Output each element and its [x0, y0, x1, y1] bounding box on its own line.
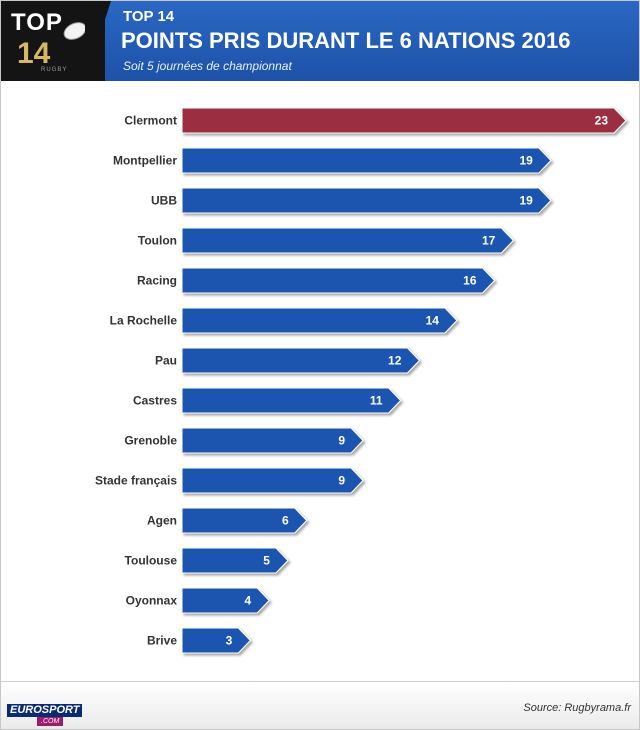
page-title: POINTS PRIS DURANT LE 6 NATIONS 2016 [121, 28, 571, 53]
bar-row: Agen 6 [147, 507, 308, 534]
bar-row: Castres 11 [133, 387, 402, 414]
bar [181, 107, 627, 134]
category-label: Toulon [138, 234, 177, 248]
category-label: Castres [133, 394, 177, 408]
bar [181, 187, 552, 214]
bar-row: Toulouse 5 [125, 547, 289, 574]
value-label: 14 [426, 314, 440, 328]
bar [181, 347, 421, 374]
category-label: Toulouse [125, 554, 178, 568]
bar-row: Grenoble 9 [124, 427, 364, 454]
logo-top-text: TOP [11, 9, 63, 36]
bar [181, 587, 270, 614]
bar [181, 267, 496, 294]
value-label: 3 [226, 634, 233, 648]
category-label: Agen [147, 514, 177, 528]
category-label: Stade français [95, 474, 177, 488]
bar [181, 627, 252, 654]
bar-row: Brive 3 [147, 627, 252, 654]
bars-group: Clermont 23 Montpellier 19 UBB 19 Toulon 17 Raci… [95, 107, 627, 654]
bar-row: Racing 16 [137, 267, 496, 294]
value-label: 5 [263, 554, 270, 568]
logo-number-text: 14 [17, 37, 51, 70]
value-label: 17 [482, 234, 496, 248]
logo-sub-text: RUGBY [41, 67, 68, 73]
value-label: 16 [463, 274, 477, 288]
value-label: 4 [244, 594, 251, 608]
header-kicker: TOP 14 [123, 8, 175, 25]
category-label: UBB [151, 194, 177, 208]
header-banner: TOP 14 RUGBY TOP 14 POINTS PRIS DURANT L… [1, 1, 639, 81]
bar [181, 507, 308, 534]
value-label: 9 [338, 434, 345, 448]
footer: EUROSPORT .COM Source: Rugbyrama.fr [1, 681, 639, 729]
category-label: Oyonnax [126, 594, 178, 608]
eurosport-brand-text: EUROSPORT [7, 704, 83, 717]
category-label: La Rochelle [110, 314, 178, 328]
eurosport-logo: EUROSPORT .COM [7, 704, 83, 726]
eurosport-com-text: .COM [37, 717, 64, 726]
category-label: Pau [155, 354, 177, 368]
bar [181, 547, 289, 574]
bar [181, 227, 514, 254]
value-label: 19 [520, 194, 534, 208]
bar [181, 387, 402, 414]
bar-row: Pau 12 [155, 347, 421, 374]
value-label: 23 [595, 114, 609, 128]
value-label: 19 [520, 154, 534, 168]
category-label: Montpellier [113, 154, 177, 168]
value-label: 12 [388, 354, 402, 368]
category-label: Racing [137, 274, 177, 288]
category-label: Brive [147, 634, 177, 648]
category-label: Grenoble [124, 434, 177, 448]
value-label: 9 [338, 474, 345, 488]
bar [181, 307, 458, 334]
category-label: Clermont [124, 114, 177, 128]
value-label: 11 [370, 394, 383, 408]
page-subtitle: Soit 5 journées de championnat [123, 59, 292, 73]
bar [181, 427, 364, 454]
bar-row: La Rochelle 14 [110, 307, 458, 334]
source-note: Source: Rugbyrama.fr [523, 702, 631, 714]
bar-row: Clermont 23 [124, 107, 627, 134]
bar-row: Oyonnax 4 [126, 587, 270, 614]
bar-row: Stade français 9 [95, 467, 364, 494]
bar-row: Toulon 17 [138, 227, 514, 254]
bar [181, 147, 552, 174]
bar [181, 467, 364, 494]
bar-row: UBB 19 [151, 187, 552, 214]
bar-row: Montpellier 19 [113, 147, 552, 174]
value-label: 6 [282, 514, 289, 528]
logo-slant-shape [85, 1, 111, 81]
bar-chart: Clermont 23 Montpellier 19 UBB 19 Toulon 17 Raci… [95, 107, 627, 654]
